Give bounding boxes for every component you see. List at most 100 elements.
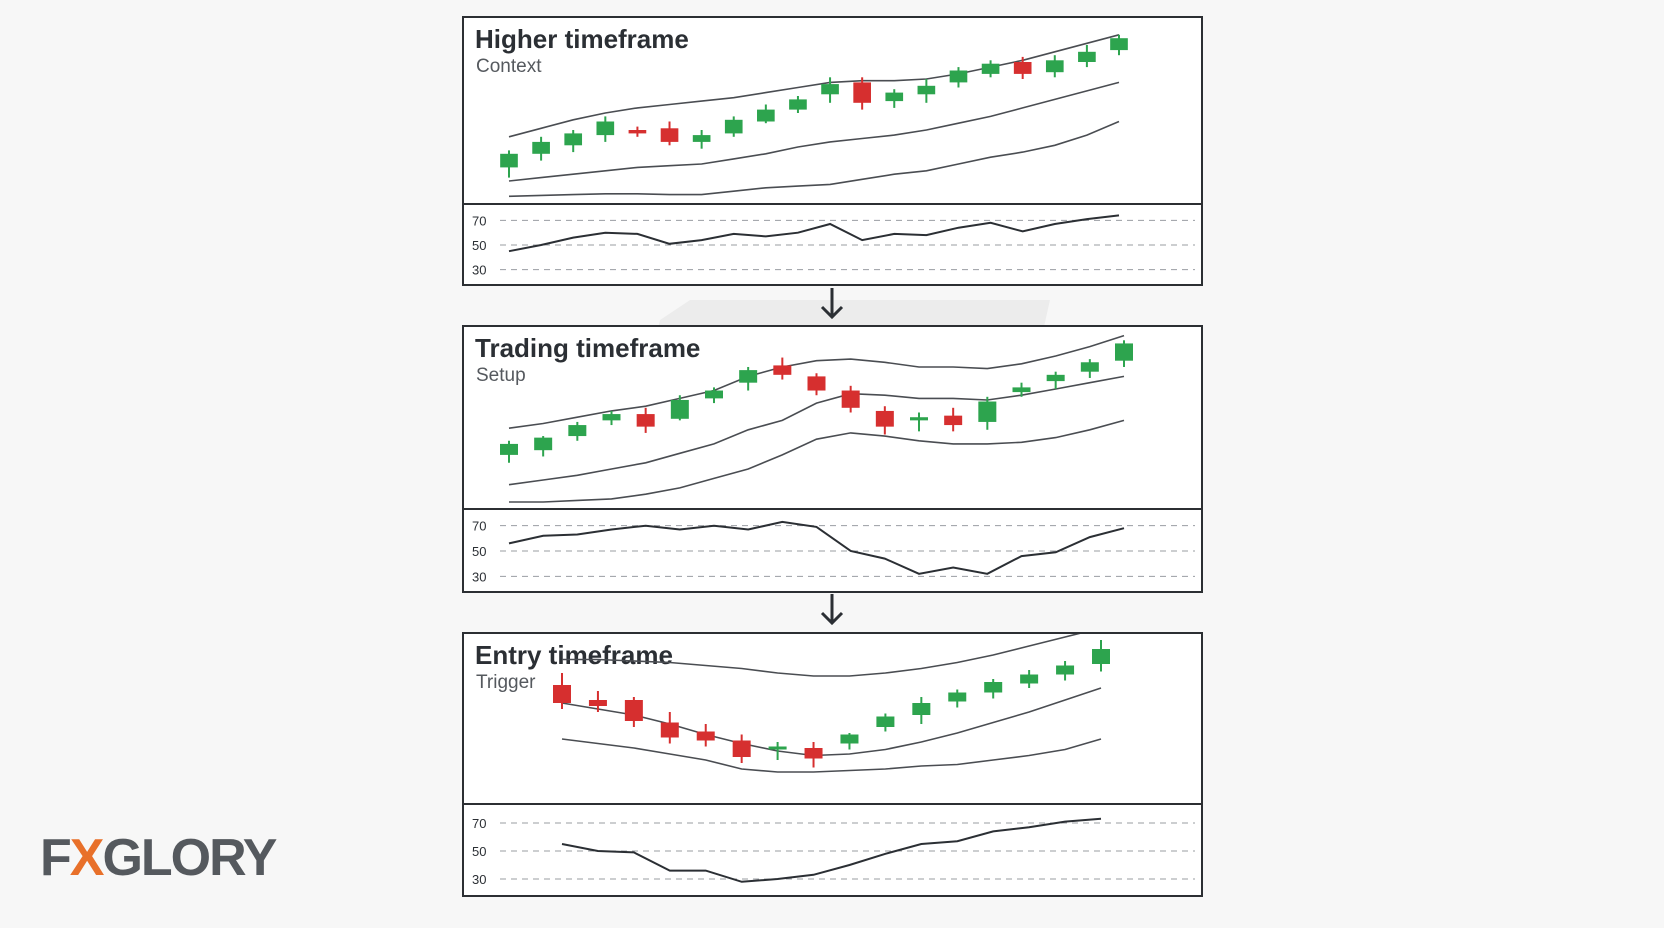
candle-body bbox=[789, 99, 807, 110]
candle-bearish bbox=[636, 407, 655, 433]
logo-letter: X bbox=[70, 830, 105, 884]
candle-body bbox=[732, 740, 751, 757]
candle-body bbox=[532, 141, 550, 154]
candle-bearish bbox=[773, 357, 792, 380]
rsi-tick-label: 70 bbox=[472, 519, 486, 534]
candle-bullish bbox=[981, 60, 1000, 78]
rsi-tick-label: 30 bbox=[472, 872, 486, 887]
candle-body bbox=[739, 370, 758, 383]
candlestick-chart: 70 50 30 bbox=[464, 634, 1201, 887]
candle-body bbox=[910, 417, 928, 421]
candle-body bbox=[628, 130, 647, 134]
candle-bullish bbox=[534, 436, 553, 457]
rsi-line bbox=[508, 214, 1120, 253]
candle-bullish bbox=[1012, 382, 1031, 397]
candle-body bbox=[981, 63, 1000, 74]
candle-body bbox=[773, 365, 792, 375]
brand-logo: FXGLORY bbox=[40, 830, 279, 884]
middle-band-line bbox=[561, 687, 1102, 757]
candle-body bbox=[875, 410, 894, 427]
candle-bullish bbox=[596, 116, 615, 142]
candle-bullish bbox=[984, 679, 1003, 699]
candle-body bbox=[568, 425, 587, 437]
candle-bearish bbox=[875, 406, 894, 435]
candle-body bbox=[978, 401, 997, 422]
candle-body bbox=[596, 121, 615, 136]
rsi-tick-label: 50 bbox=[472, 238, 486, 253]
candle-bullish bbox=[724, 116, 743, 137]
lower-band-line bbox=[508, 120, 1120, 198]
down-arrow-icon bbox=[820, 594, 844, 626]
candle-body bbox=[1110, 38, 1128, 51]
candle-bullish bbox=[568, 421, 587, 441]
candle-bearish bbox=[732, 734, 751, 763]
candle-body bbox=[1115, 343, 1133, 361]
candle-bullish bbox=[885, 89, 904, 108]
candle-bullish bbox=[1020, 670, 1039, 688]
candle-bearish bbox=[588, 691, 607, 712]
candle-body bbox=[1013, 62, 1032, 74]
candle-bearish bbox=[660, 121, 679, 146]
candle-bearish bbox=[553, 673, 571, 709]
candle-bearish bbox=[944, 407, 963, 432]
lower-band-line bbox=[561, 738, 1102, 773]
candle-body bbox=[1092, 649, 1110, 664]
candle-bullish bbox=[692, 130, 711, 149]
candle-bullish bbox=[1045, 55, 1064, 78]
candle-bullish bbox=[912, 697, 931, 724]
logo-letter: L bbox=[141, 830, 172, 884]
candle-body bbox=[602, 414, 621, 421]
logo-letter: O bbox=[171, 830, 210, 884]
rsi-tick-label: 70 bbox=[472, 816, 486, 831]
candle-body bbox=[807, 376, 826, 391]
candle-bullish bbox=[1080, 359, 1099, 378]
panel-title: Higher timeframe bbox=[475, 24, 689, 54]
candle-body bbox=[912, 703, 931, 715]
candle-bullish bbox=[670, 395, 689, 421]
candle-bearish bbox=[807, 373, 826, 396]
candle-bullish bbox=[876, 713, 895, 732]
candle-bullish bbox=[840, 733, 859, 750]
candle-body bbox=[564, 133, 583, 146]
candle-bullish bbox=[949, 67, 968, 88]
candle-bullish bbox=[948, 689, 967, 708]
candle-bullish bbox=[978, 396, 997, 430]
candle-bullish bbox=[1110, 34, 1128, 56]
candle-body bbox=[1012, 387, 1031, 393]
candle-body bbox=[660, 128, 679, 142]
candle-bearish bbox=[841, 385, 860, 413]
rsi-tick-label: 30 bbox=[472, 263, 486, 278]
candle-body bbox=[944, 415, 963, 426]
candle-bearish bbox=[624, 697, 643, 727]
candle-body bbox=[500, 153, 518, 168]
candle-bullish bbox=[1056, 661, 1075, 681]
upper-band-line bbox=[508, 334, 1125, 429]
candle-bullish bbox=[705, 387, 723, 404]
candle-body bbox=[588, 700, 607, 706]
candle-bullish bbox=[602, 410, 621, 426]
upper-band-line bbox=[508, 34, 1120, 138]
candle-body bbox=[768, 746, 787, 750]
candle-body bbox=[660, 722, 679, 738]
candle-body bbox=[885, 92, 904, 102]
candle-body bbox=[1078, 51, 1096, 62]
candle-bearish bbox=[804, 742, 823, 768]
candle-bearish bbox=[696, 724, 715, 747]
candle-body bbox=[1080, 362, 1099, 372]
candle-body bbox=[705, 390, 723, 399]
trading-timeframe-panel: Trading timeframe Setup 70 50 30 bbox=[462, 325, 1203, 593]
candlestick-chart: 70 50 30 bbox=[464, 34, 1201, 278]
candle-body bbox=[757, 109, 775, 122]
candle-body bbox=[724, 119, 743, 134]
candle-bullish bbox=[500, 440, 518, 463]
candle-bullish bbox=[500, 150, 518, 178]
candle-bullish bbox=[917, 79, 936, 103]
candle-bullish bbox=[739, 366, 758, 391]
candle-body bbox=[804, 748, 823, 759]
rsi-tick-label: 30 bbox=[472, 569, 486, 584]
candle-bullish bbox=[1092, 640, 1110, 672]
candle-body bbox=[821, 84, 839, 95]
candle-body bbox=[500, 443, 518, 455]
logo-letter: Y bbox=[243, 830, 277, 884]
candle-bearish bbox=[853, 77, 871, 110]
